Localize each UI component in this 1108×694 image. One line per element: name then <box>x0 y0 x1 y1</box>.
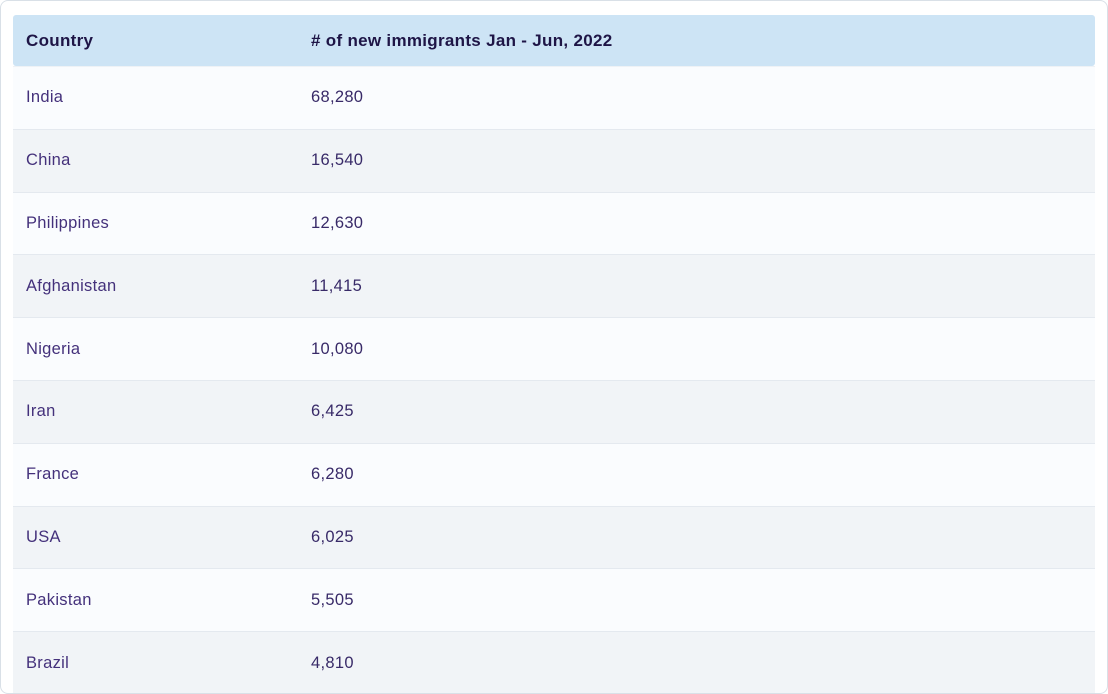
value-cell: 6,280 <box>298 442 1095 506</box>
value-cell: 12,630 <box>298 191 1095 255</box>
country-cell: Nigeria <box>13 317 298 380</box>
table-row: Iran 6,425 <box>13 379 1095 443</box>
country-cell: France <box>13 442 298 506</box>
table-row: China 16,540 <box>13 128 1095 192</box>
value-cell: 6,425 <box>298 379 1095 443</box>
column-header-immigrants: # of new immigrants Jan - Jun, 2022 <box>298 15 1095 66</box>
value-cell: 16,540 <box>298 128 1095 192</box>
value-cell: 11,415 <box>298 254 1095 318</box>
value-cell: 6,025 <box>298 505 1095 569</box>
country-cell: Brazil <box>13 631 298 693</box>
country-cell: India <box>13 66 298 129</box>
table-row: Philippines 12,630 <box>13 191 1095 255</box>
table-row: Brazil 4,810 <box>13 631 1095 693</box>
value-cell: 5,505 <box>298 568 1095 632</box>
table-row: France 6,280 <box>13 442 1095 506</box>
table-row: Pakistan 5,505 <box>13 568 1095 632</box>
table-row: Afghanistan 11,415 <box>13 254 1095 318</box>
table-row: Nigeria 10,080 <box>13 317 1095 380</box>
country-cell: Afghanistan <box>13 254 298 318</box>
value-cell: 10,080 <box>298 317 1095 380</box>
country-cell: USA <box>13 505 298 569</box>
table-row: USA 6,025 <box>13 505 1095 569</box>
column-header-country: Country <box>13 15 298 66</box>
header-row: Country # of new immigrants Jan - Jun, 2… <box>13 15 1095 66</box>
country-cell: Pakistan <box>13 568 298 632</box>
value-cell: 68,280 <box>298 66 1095 129</box>
country-cell: China <box>13 128 298 192</box>
table-row: India 68,280 <box>13 66 1095 129</box>
country-cell: Iran <box>13 379 298 443</box>
value-cell: 4,810 <box>298 631 1095 693</box>
country-cell: Philippines <box>13 191 298 255</box>
immigration-table: Country # of new immigrants Jan - Jun, 2… <box>13 15 1095 693</box>
